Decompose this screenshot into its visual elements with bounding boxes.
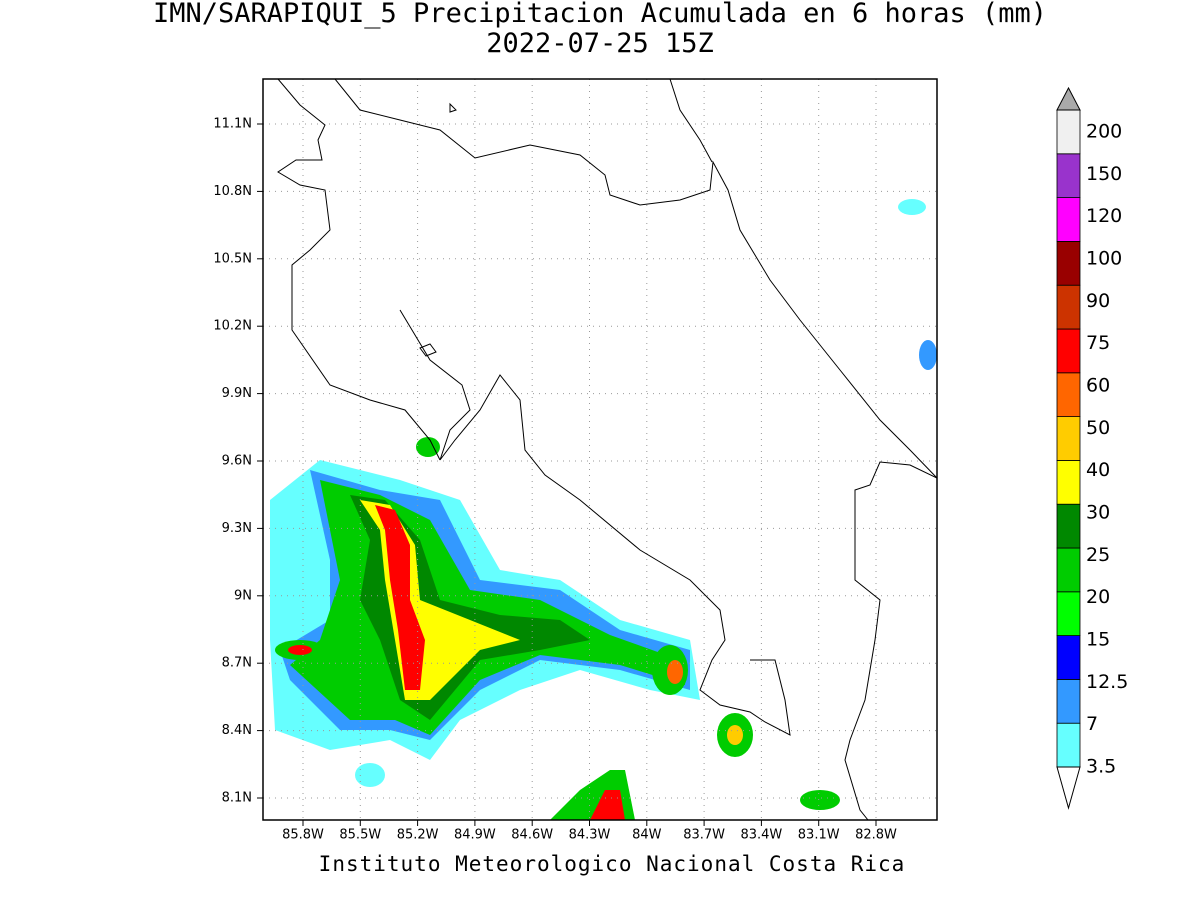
lon-label: 84W — [632, 828, 662, 843]
colorbar-label: 3.5 — [1086, 756, 1116, 778]
colorbar-label: 60 — [1086, 375, 1110, 397]
lat-label: 9.6N — [222, 454, 252, 469]
colorbar-box — [1056, 722, 1081, 768]
colorbar-box — [1056, 416, 1081, 461]
lon-label: 83.7W — [683, 828, 725, 843]
colorbar-label: 20 — [1086, 586, 1110, 608]
lat-label: 8.1N — [222, 791, 252, 806]
colorbar-box — [1056, 240, 1081, 286]
precipitation-field — [270, 199, 937, 820]
lon-label: 84.3W — [569, 828, 611, 843]
colorbar-box — [1056, 328, 1081, 374]
lon-label: 85.5W — [339, 828, 381, 843]
colorbar-box — [1056, 547, 1081, 593]
colorbar-label: 30 — [1086, 502, 1110, 524]
colorbar-label: 100 — [1086, 248, 1122, 270]
colorbar-box — [1056, 503, 1081, 549]
subtitle: 2022-07-25 15Z — [486, 28, 714, 59]
colorbar-box — [1056, 635, 1081, 680]
colorbar-label: 40 — [1086, 459, 1110, 481]
colorbar-label: 25 — [1086, 544, 1110, 566]
colorbar-box — [1056, 372, 1081, 417]
lon-label: 83.4W — [740, 828, 782, 843]
colorbar-box — [1056, 197, 1081, 242]
colorbar-over — [1056, 86, 1081, 111]
lat-label: 10.2N — [213, 319, 252, 334]
lat-label: 11.1N — [213, 117, 252, 132]
map-frame — [262, 78, 938, 821]
colorbar-label: 15 — [1086, 629, 1110, 651]
colorbar-label: 90 — [1086, 290, 1110, 312]
colorbar-label: 50 — [1086, 417, 1110, 439]
lon-label: 84.6W — [511, 828, 553, 843]
colorbar-label: 75 — [1086, 332, 1110, 354]
lon-label: 82.8W — [855, 828, 897, 843]
colorbar-box — [1056, 284, 1081, 330]
lat-label: 9.3N — [222, 521, 252, 536]
colorbar-box — [1056, 153, 1081, 199]
colorbar-label: 150 — [1086, 163, 1122, 185]
colorbar-box — [1056, 109, 1081, 155]
colorbar-label: 200 — [1086, 121, 1122, 143]
lon-label: 85.8W — [282, 828, 324, 843]
colorbar-label: 12.5 — [1086, 671, 1128, 693]
lon-label: 84.9W — [454, 828, 496, 843]
lat-label: 9N — [234, 588, 252, 603]
lat-label: 8.7N — [222, 656, 252, 671]
lat-label: 10.8N — [213, 184, 252, 199]
lon-label: 85.2W — [397, 828, 439, 843]
lat-label: 10.5N — [213, 251, 252, 266]
footer: Instituto Meteorologico Nacional Costa R… — [319, 852, 906, 876]
colorbar-label: 120 — [1086, 205, 1122, 227]
lat-label: 9.9N — [222, 386, 252, 401]
colorbar-box — [1056, 679, 1081, 724]
title: IMN/SARAPIQUI_5 Precipitacion Acumulada … — [153, 0, 1047, 29]
colorbar-under — [1056, 766, 1081, 810]
coastlines — [277, 79, 937, 820]
colorbar: 3.5 7 12.5 15 20 25 30 40 50 60 75 90 100 120 150 200 — [1056, 86, 1128, 810]
lon-label: 83.1W — [798, 828, 840, 843]
colorbar-box — [1056, 459, 1081, 505]
graticule: 11.1N 10.8N 10.5N 10.2N 9.9N 9.6N 9.3N 9N 8.7N 8.… — [213, 79, 937, 843]
colorbar-label: 7 — [1086, 713, 1098, 735]
colorbar-box — [1056, 591, 1081, 636]
lat-label: 8.4N — [222, 723, 252, 738]
